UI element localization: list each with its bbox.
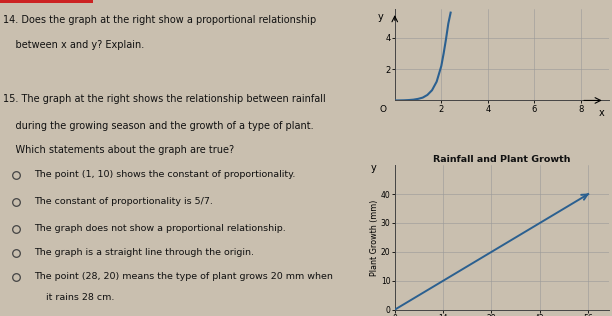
Text: y: y — [371, 163, 376, 173]
Text: The graph does not show a proportional relationship.: The graph does not show a proportional r… — [34, 224, 286, 233]
Title: Rainfall and Plant Growth: Rainfall and Plant Growth — [433, 155, 570, 164]
Text: The constant of proportionality is 5/7.: The constant of proportionality is 5/7. — [34, 197, 213, 206]
Text: The graph is a straight line through the origin.: The graph is a straight line through the… — [34, 248, 255, 257]
Text: O: O — [379, 105, 387, 114]
Text: y: y — [378, 12, 383, 22]
Text: Which statements about the graph are true?: Which statements about the graph are tru… — [3, 145, 234, 155]
Y-axis label: Plant Growth (mm): Plant Growth (mm) — [370, 199, 379, 276]
Text: The point (28, 20) means the type of plant grows 20 mm when: The point (28, 20) means the type of pla… — [34, 272, 334, 281]
Text: it rains 28 cm.: it rains 28 cm. — [34, 293, 114, 302]
Text: during the growing season and the growth of a type of plant.: during the growing season and the growth… — [3, 121, 314, 131]
Text: 14. Does the graph at the right show a proportional relationship: 14. Does the graph at the right show a p… — [3, 15, 316, 26]
Text: between x and y? Explain.: between x and y? Explain. — [3, 40, 144, 50]
Text: The point (1, 10) shows the constant of proportionality.: The point (1, 10) shows the constant of … — [34, 170, 296, 179]
Text: x: x — [599, 107, 605, 118]
Text: 15. The graph at the right shows the relationship between rainfall: 15. The graph at the right shows the rel… — [3, 94, 326, 104]
